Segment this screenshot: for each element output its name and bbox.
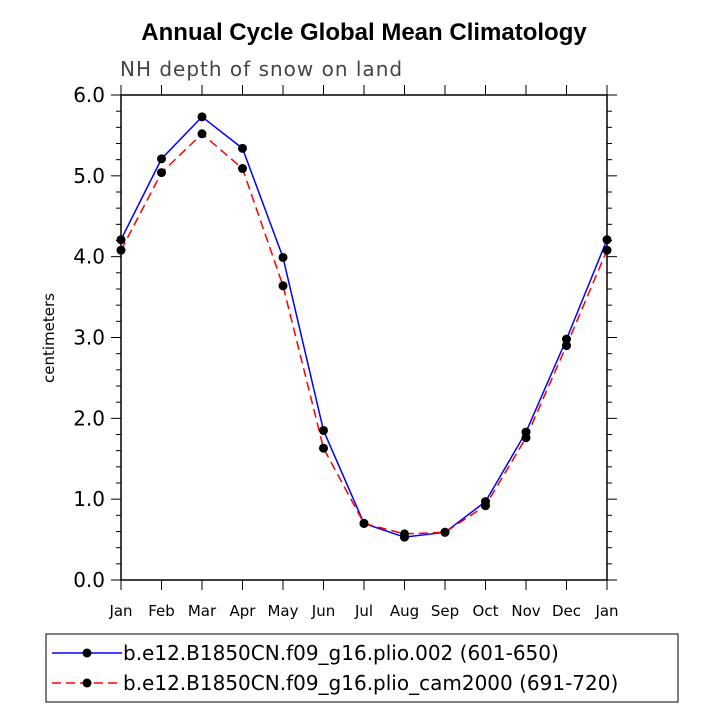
series-1-point [562,334,571,344]
plot-area: 0.0 1.0 2.0 3.0 4.0 5.0 6.0 Jan Feb Mar Apr May Jun J… [73,83,618,620]
y-tick-label: 3.0 [73,326,105,350]
series-2-point [359,518,369,528]
series-2-point [116,245,126,255]
y-tick-label: 2.0 [73,406,105,430]
series-2-point [197,129,207,139]
y-tick-label: 1.0 [73,487,105,511]
series-2-point [400,529,409,539]
x-tick-label: Apr [230,602,257,620]
x-tick-label: Jun [311,602,335,620]
x-tick-label: Oct [473,602,499,620]
series-1-point [116,235,126,245]
x-tick-label: Aug [390,602,419,620]
x-tick-label: Jan [594,602,618,620]
legend-box [45,633,679,703]
legend-label-1: b.e12.B1850CN.f09_g16.plio.002 (601-650) [123,641,559,665]
x-tick-label: Nov [511,602,540,620]
series-2-point [440,527,450,537]
series-2-point [157,168,166,178]
chart-subtitle: NH depth of snow on land [120,57,403,81]
x-tick-label: May [267,602,298,620]
legend-marker-2 [82,678,92,688]
chart-title: Annual Cycle Global Mean Climatology [141,19,587,46]
x-tick-label: Dec [552,602,581,620]
y-tick-label: 6.0 [73,83,105,107]
x-tick-label: Sep [431,602,459,620]
legend-marker-1 [82,648,92,658]
series-2-point [481,501,490,511]
series-1-point [238,143,247,153]
series-2-point [562,341,571,351]
series-2-point [319,443,328,453]
y-tick-label: 0.0 [73,568,105,592]
series-1-point [197,112,207,122]
legend: b.e12.B1850CN.f09_g16.plio.002 (601-650)… [45,633,679,703]
series-2-point [278,281,288,291]
x-tick-label: Feb [148,602,175,620]
series-2-point [521,433,531,443]
series-1-point [278,252,288,262]
series-line-1 [120,115,608,538]
series-2-point [238,164,247,174]
x-tick-label: Jul [354,602,373,620]
x-tick-label: Jan [108,602,132,620]
x-tick-label: Mar [188,602,217,620]
y-axis-label: centimeters [40,293,58,383]
legend-label-2: b.e12.B1850CN.f09_g16.plio_cam2000 (691-… [123,671,618,695]
series-1-point [319,425,328,435]
y-tick-label: 5.0 [73,164,105,188]
series-2-point [602,245,612,255]
y-tick-label: 4.0 [73,245,105,269]
series-1-point [602,235,612,245]
series-1-point [157,154,166,164]
series-line-2 [120,132,608,535]
plot-frame [120,94,608,581]
